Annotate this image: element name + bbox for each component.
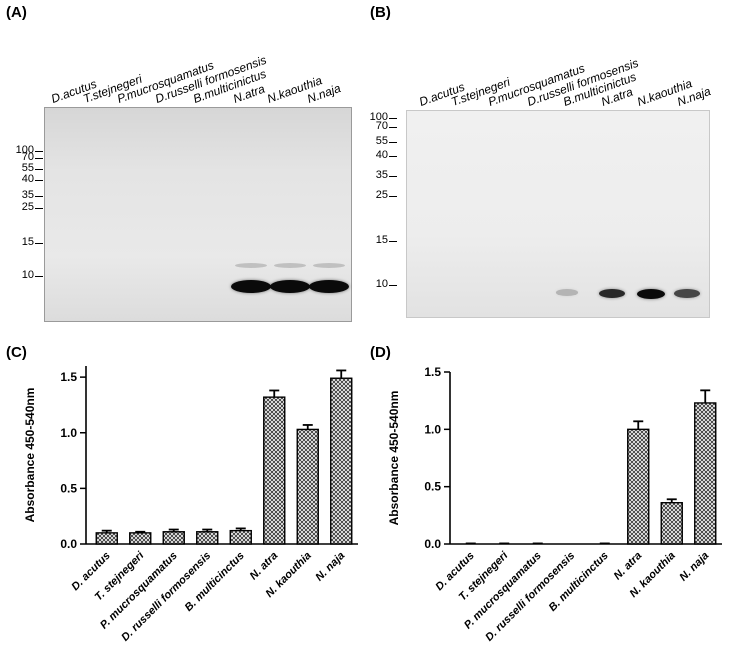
bar <box>95 532 118 545</box>
panel-label-c: (C) <box>6 344 27 361</box>
marker-label: 40 <box>375 149 388 161</box>
bar <box>660 502 683 545</box>
faint-band <box>235 263 267 268</box>
marker-label: 40 <box>21 173 34 185</box>
marker-tick <box>389 196 397 197</box>
panel-label-b: (B) <box>370 4 391 21</box>
y-tick-label: 0.5 <box>424 480 441 494</box>
marker-label: 100 <box>15 144 34 156</box>
category-label: B. multicinctus <box>547 550 611 614</box>
marker-label: 10 <box>21 269 34 281</box>
category-label: N. atra <box>248 550 281 583</box>
protein-band <box>555 289 579 296</box>
marker-tick <box>389 241 397 242</box>
marker-tick <box>389 142 397 143</box>
marker-label: 25 <box>21 201 34 213</box>
protein-band <box>270 280 310 293</box>
marker-tick <box>35 180 43 181</box>
bar <box>229 529 252 545</box>
panel-label-a: (A) <box>6 4 27 21</box>
bar <box>694 402 717 545</box>
y-tick-label: 1.5 <box>424 365 441 379</box>
marker-label: 100 <box>369 111 388 123</box>
y-axis-label: Absorbance 450-540nm <box>387 391 401 526</box>
bar <box>162 531 185 545</box>
panel-label-d: (D) <box>370 344 391 361</box>
marker-tick <box>35 243 43 244</box>
y-tick-label: 0.0 <box>424 537 441 551</box>
marker-tick <box>389 118 397 119</box>
marker-tick <box>389 285 397 286</box>
marker-label: 10 <box>375 278 388 290</box>
marker-label: 15 <box>375 234 388 246</box>
bar <box>196 531 219 545</box>
protein-band <box>637 289 665 299</box>
marker-tick <box>35 169 43 170</box>
marker-label: 55 <box>21 162 34 174</box>
protein-band <box>598 289 626 299</box>
category-label: N. atra <box>612 550 645 583</box>
y-tick-label: 0.5 <box>60 481 77 495</box>
bar <box>627 428 650 545</box>
protein-band <box>231 280 271 293</box>
y-tick-label: 1.0 <box>424 422 441 436</box>
marker-tick <box>389 176 397 177</box>
marker-tick <box>35 208 43 209</box>
marker-label: 70 <box>375 120 388 132</box>
y-tick-label: 0.0 <box>60 537 77 551</box>
category-label: N. naja <box>313 550 347 584</box>
protein-band <box>674 289 700 298</box>
bar <box>296 428 319 545</box>
marker-tick <box>35 151 43 152</box>
marker-label: 35 <box>21 189 34 201</box>
marker-tick <box>35 276 43 277</box>
marker-label: 35 <box>375 169 388 181</box>
y-tick-label: 1.5 <box>60 370 77 384</box>
y-tick-label: 1.0 <box>60 426 77 440</box>
bar <box>263 396 286 545</box>
y-axis-label: Absorbance 450-540nm <box>23 388 37 523</box>
faint-band <box>313 263 345 268</box>
western-blot-a <box>44 107 352 322</box>
marker-label: 70 <box>21 151 34 163</box>
marker-tick <box>389 156 397 157</box>
marker-tick <box>35 196 43 197</box>
marker-label: 15 <box>21 236 34 248</box>
category-label: N. naja <box>677 550 711 584</box>
bar <box>330 377 353 545</box>
category-label: B. multicinctus <box>183 550 247 614</box>
western-blot-b <box>406 110 710 318</box>
marker-label: 55 <box>375 135 388 147</box>
bar <box>129 532 152 545</box>
marker-label: 25 <box>375 189 388 201</box>
faint-band <box>274 263 306 268</box>
marker-tick <box>35 158 43 159</box>
protein-band <box>309 280 349 293</box>
marker-tick <box>389 127 397 128</box>
